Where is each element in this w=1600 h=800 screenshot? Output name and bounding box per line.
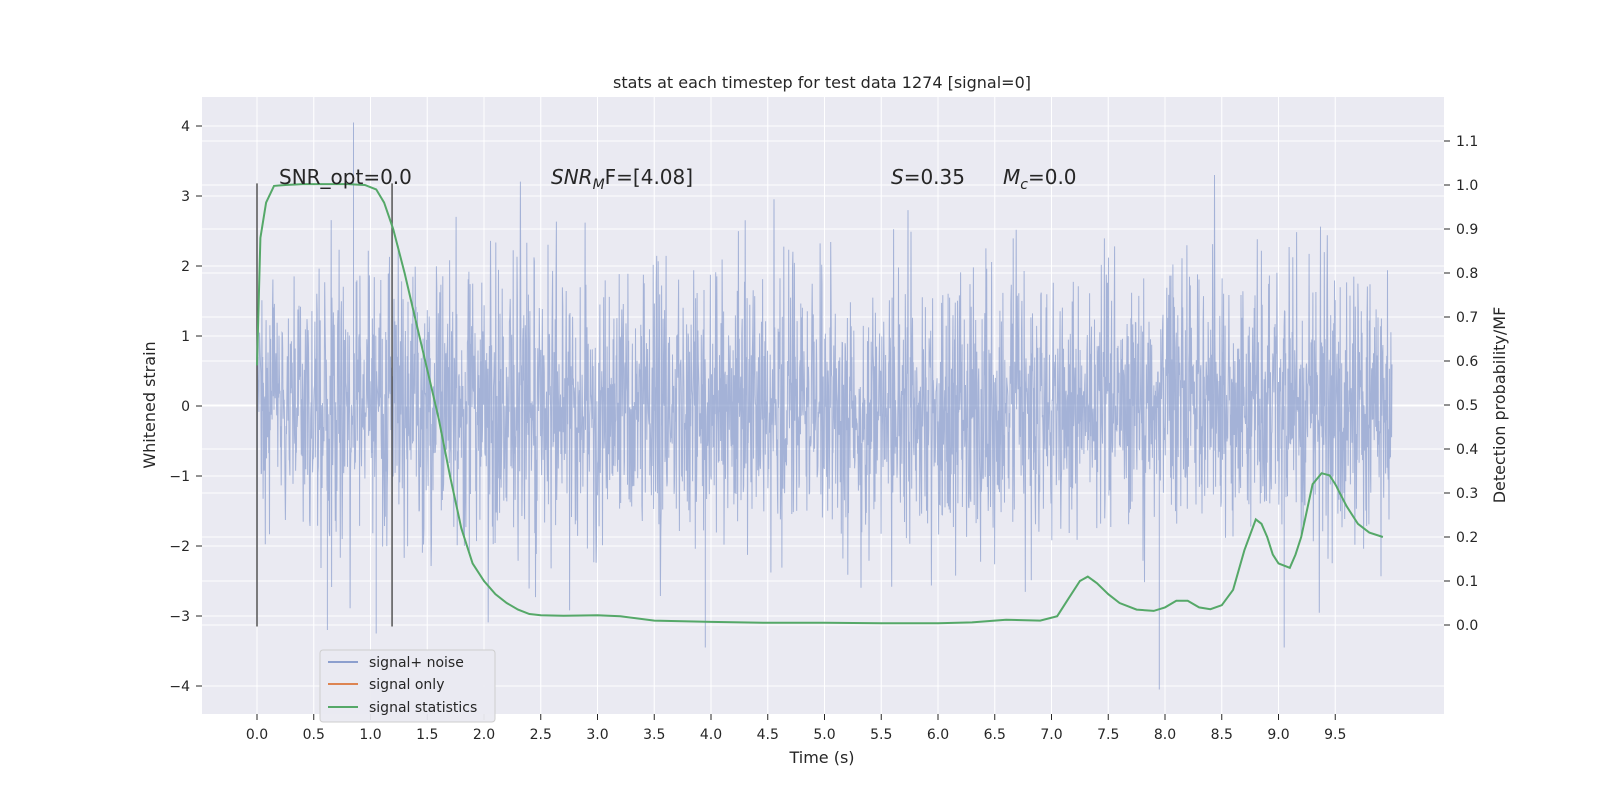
y-left-tick-label: −4 [169, 679, 190, 695]
x-tick-label: 5.5 [870, 727, 892, 743]
y-right-tick-label: 0.8 [1456, 266, 1478, 282]
y-left-tick-label: 2 [181, 259, 190, 275]
y-right-axis-title: Detection probability/MF [1490, 307, 1509, 504]
signal-statistics-series [256, 183, 1384, 625]
y-right-tick-label: 0.3 [1456, 486, 1478, 502]
signal-statistics-line [256, 183, 1384, 625]
annotation-mc: Mc=0.0 [1003, 165, 1077, 193]
annotation-mc-sub: c [1020, 177, 1028, 193]
vertical-markers [256, 183, 393, 627]
annotation-snr-mf: SNRMF=[4.08] [551, 165, 693, 193]
x-tick-label: 6.5 [984, 727, 1006, 743]
y-left-tick-label: −1 [169, 469, 190, 485]
y-right-tick-label: 0.6 [1456, 354, 1478, 370]
x-tick-label: 4.0 [700, 727, 722, 743]
y-right-tick-label: 0.1 [1456, 574, 1478, 590]
x-tick-label: 6.0 [927, 727, 949, 743]
grid [202, 97, 1444, 714]
annotation-s: S=0.35 [891, 165, 965, 189]
y-left-tick-label: 0 [181, 399, 190, 415]
x-tick-label: 0.0 [246, 727, 268, 743]
y-right-tick-label: 0.9 [1456, 222, 1478, 238]
annotation-snr-mf-sub: M [593, 177, 605, 193]
legend-label-signal-noise: signal+ noise [369, 655, 464, 671]
x-tick-label: 2.0 [473, 727, 495, 743]
y-left-axis-ticks: 4 3 2 1 0 −1 −2 −3 −4 [169, 119, 202, 695]
y-right-tick-label: 1.0 [1456, 178, 1478, 194]
annotation-s-value: =0.35 [904, 165, 965, 189]
annotation-snr-opt: SNR_opt=0.0 [279, 165, 412, 189]
x-axis-ticks: 0.0 0.5 1.0 1.5 2.0 2.5 3.0 3.5 4.0 4.5 5.0 5.5 6.0 6… [246, 714, 1346, 743]
x-tick-label: 4.5 [757, 727, 779, 743]
y-left-tick-label: 3 [181, 189, 190, 205]
legend-label-signal-only: signal only [369, 677, 444, 693]
y-right-tick-label: 1.1 [1456, 134, 1478, 150]
annotation-snr-mf-prefix: SNR [551, 165, 593, 189]
y-right-tick-label: 0.7 [1456, 310, 1478, 326]
x-tick-label: 7.0 [1040, 727, 1062, 743]
y-left-tick-label: −2 [169, 539, 190, 555]
signal-noise-line [256, 122, 1393, 690]
x-tick-label: 0.5 [303, 727, 325, 743]
annotation-s-symbol: S [891, 165, 904, 189]
x-tick-label: 2.5 [530, 727, 552, 743]
y-left-axis-title: Whitened strain [140, 341, 159, 468]
x-tick-label: 1.0 [359, 727, 381, 743]
y-right-tick-label: 0.4 [1456, 442, 1478, 458]
x-tick-label: 8.5 [1211, 727, 1233, 743]
y-right-axis-ticks: 1.1 1.0 0.9 0.8 0.7 0.6 0.5 0.4 0.3 0.2 0.1 0.0 [1444, 134, 1478, 634]
x-tick-label: 9.0 [1267, 727, 1289, 743]
x-axis-title: Time (s) [788, 748, 854, 767]
chart-title: stats at each timestep for test data 127… [613, 73, 1031, 92]
legend: signal+ noise signal only signal statist… [319, 649, 496, 723]
annotation-snr-mf-suffix: F=[4.08] [605, 165, 693, 189]
x-tick-label: 7.5 [1097, 727, 1119, 743]
signal-noise-series [256, 122, 1393, 690]
x-tick-label: 1.5 [416, 727, 438, 743]
annotation-mc-symbol: M [1003, 165, 1020, 189]
y-left-tick-label: −3 [169, 609, 190, 625]
y-left-tick-label: 1 [181, 329, 190, 345]
y-right-tick-label: 0.2 [1456, 530, 1478, 546]
x-tick-label: 3.5 [643, 727, 665, 743]
y-right-tick-label: 0.5 [1456, 398, 1478, 414]
x-tick-label: 9.5 [1324, 727, 1346, 743]
x-tick-label: 8.0 [1154, 727, 1176, 743]
legend-label-signal-statistics: signal statistics [369, 700, 477, 716]
annotation-mc-value: =0.0 [1028, 165, 1077, 189]
y-right-tick-label: 0.0 [1456, 618, 1478, 634]
y-left-tick-label: 4 [181, 119, 190, 135]
x-tick-label: 3.0 [586, 727, 608, 743]
legend-box [319, 649, 496, 723]
x-tick-label: 5.0 [813, 727, 835, 743]
